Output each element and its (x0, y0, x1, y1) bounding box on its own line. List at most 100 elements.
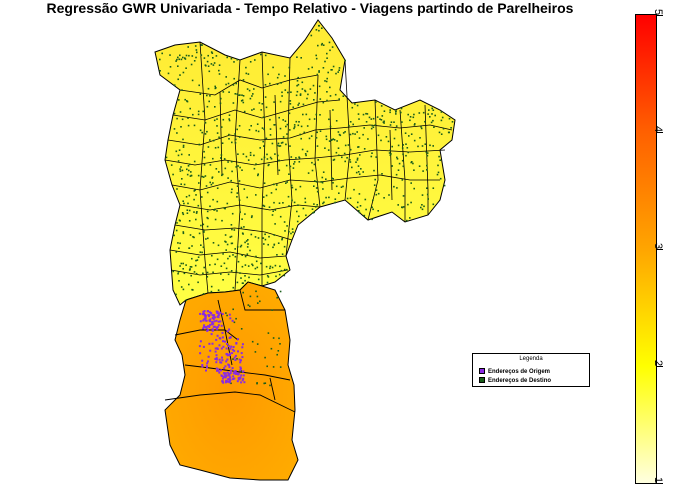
destination-point (225, 312, 227, 314)
destination-point (169, 54, 171, 56)
destination-point (176, 222, 178, 224)
destination-point (375, 101, 377, 103)
destination-point (180, 262, 183, 265)
destination-point (292, 106, 294, 109)
destination-point (214, 208, 216, 211)
destination-point (278, 116, 280, 119)
origin-point (217, 324, 220, 327)
destination-point (413, 139, 416, 142)
destination-point (187, 124, 190, 127)
destination-point (333, 139, 336, 141)
destination-point (326, 77, 328, 80)
destination-point (284, 75, 286, 77)
destination-point (256, 123, 259, 125)
origin-point (226, 330, 229, 333)
destination-point (338, 98, 340, 100)
destination-point (179, 170, 182, 172)
destination-point (281, 238, 283, 241)
destination-point (244, 255, 247, 258)
destination-point (268, 206, 271, 208)
destination-point (389, 111, 391, 114)
destination-point (182, 71, 185, 74)
destination-point (441, 116, 444, 119)
destination-point (426, 187, 428, 189)
destination-point (193, 124, 196, 127)
destination-point (389, 154, 392, 156)
destination-point (305, 214, 307, 217)
destination-point (396, 187, 398, 189)
destination-point (326, 52, 328, 55)
destination-point (188, 194, 191, 197)
destination-point (272, 337, 275, 339)
destination-point (193, 160, 196, 163)
destination-point (262, 237, 265, 239)
origin-point (222, 376, 225, 378)
origin-point (239, 361, 242, 364)
destination-point (236, 246, 239, 248)
destination-point (318, 29, 320, 32)
origin-point (220, 369, 222, 372)
destination-point (204, 122, 207, 124)
origin-point (202, 345, 205, 348)
destination-point (311, 66, 313, 69)
destination-point (440, 111, 443, 113)
destination-point (349, 161, 352, 163)
destination-point (269, 118, 271, 121)
destination-point (291, 186, 294, 189)
destination-point (195, 259, 197, 262)
destination-point (249, 154, 252, 156)
origin-point (209, 349, 212, 352)
destination-point (405, 143, 407, 145)
destination-point (220, 154, 223, 156)
origin-point (242, 370, 245, 373)
destination-point (279, 100, 282, 103)
southern-districts-region (164, 281, 299, 481)
destination-point (211, 254, 213, 257)
destination-point (257, 237, 260, 239)
origin-point (218, 371, 221, 374)
destination-point (332, 182, 334, 184)
destination-point (180, 286, 183, 288)
destination-point (298, 156, 300, 158)
destination-point (269, 267, 271, 270)
destination-point (211, 52, 214, 54)
destination-point (371, 124, 373, 127)
destination-point (307, 172, 310, 174)
destination-point (178, 149, 181, 151)
destination-point (251, 215, 253, 217)
destination-point (358, 193, 361, 195)
destination-point (328, 196, 330, 199)
destination-point (298, 161, 301, 163)
origin-point (229, 347, 232, 350)
origin-point (217, 312, 220, 315)
destination-point (177, 160, 180, 162)
destination-point (245, 66, 247, 69)
destination-point (349, 148, 352, 151)
destination-point (273, 201, 275, 204)
destination-point (228, 133, 230, 136)
destination-point (254, 267, 257, 270)
origin-point (232, 346, 235, 348)
destination-point (295, 94, 298, 97)
destination-point (433, 126, 435, 128)
destination-point (439, 159, 441, 161)
destination-point (359, 154, 361, 156)
destination-point (262, 196, 265, 198)
origin-point (236, 372, 239, 375)
northern-districts-region (154, 19, 456, 306)
destination-point (188, 269, 191, 271)
origin-point (201, 364, 204, 366)
destination-point (256, 266, 259, 269)
destination-point (263, 145, 265, 147)
origin-point (215, 319, 218, 322)
destination-point (393, 121, 395, 123)
destination-point (204, 133, 207, 135)
destination-point (288, 173, 290, 175)
destination-point (212, 271, 214, 274)
destination-point (286, 225, 288, 227)
destination-point (238, 199, 241, 201)
destination-point (264, 356, 266, 359)
destination-point (202, 223, 205, 226)
destination-point (232, 84, 235, 86)
